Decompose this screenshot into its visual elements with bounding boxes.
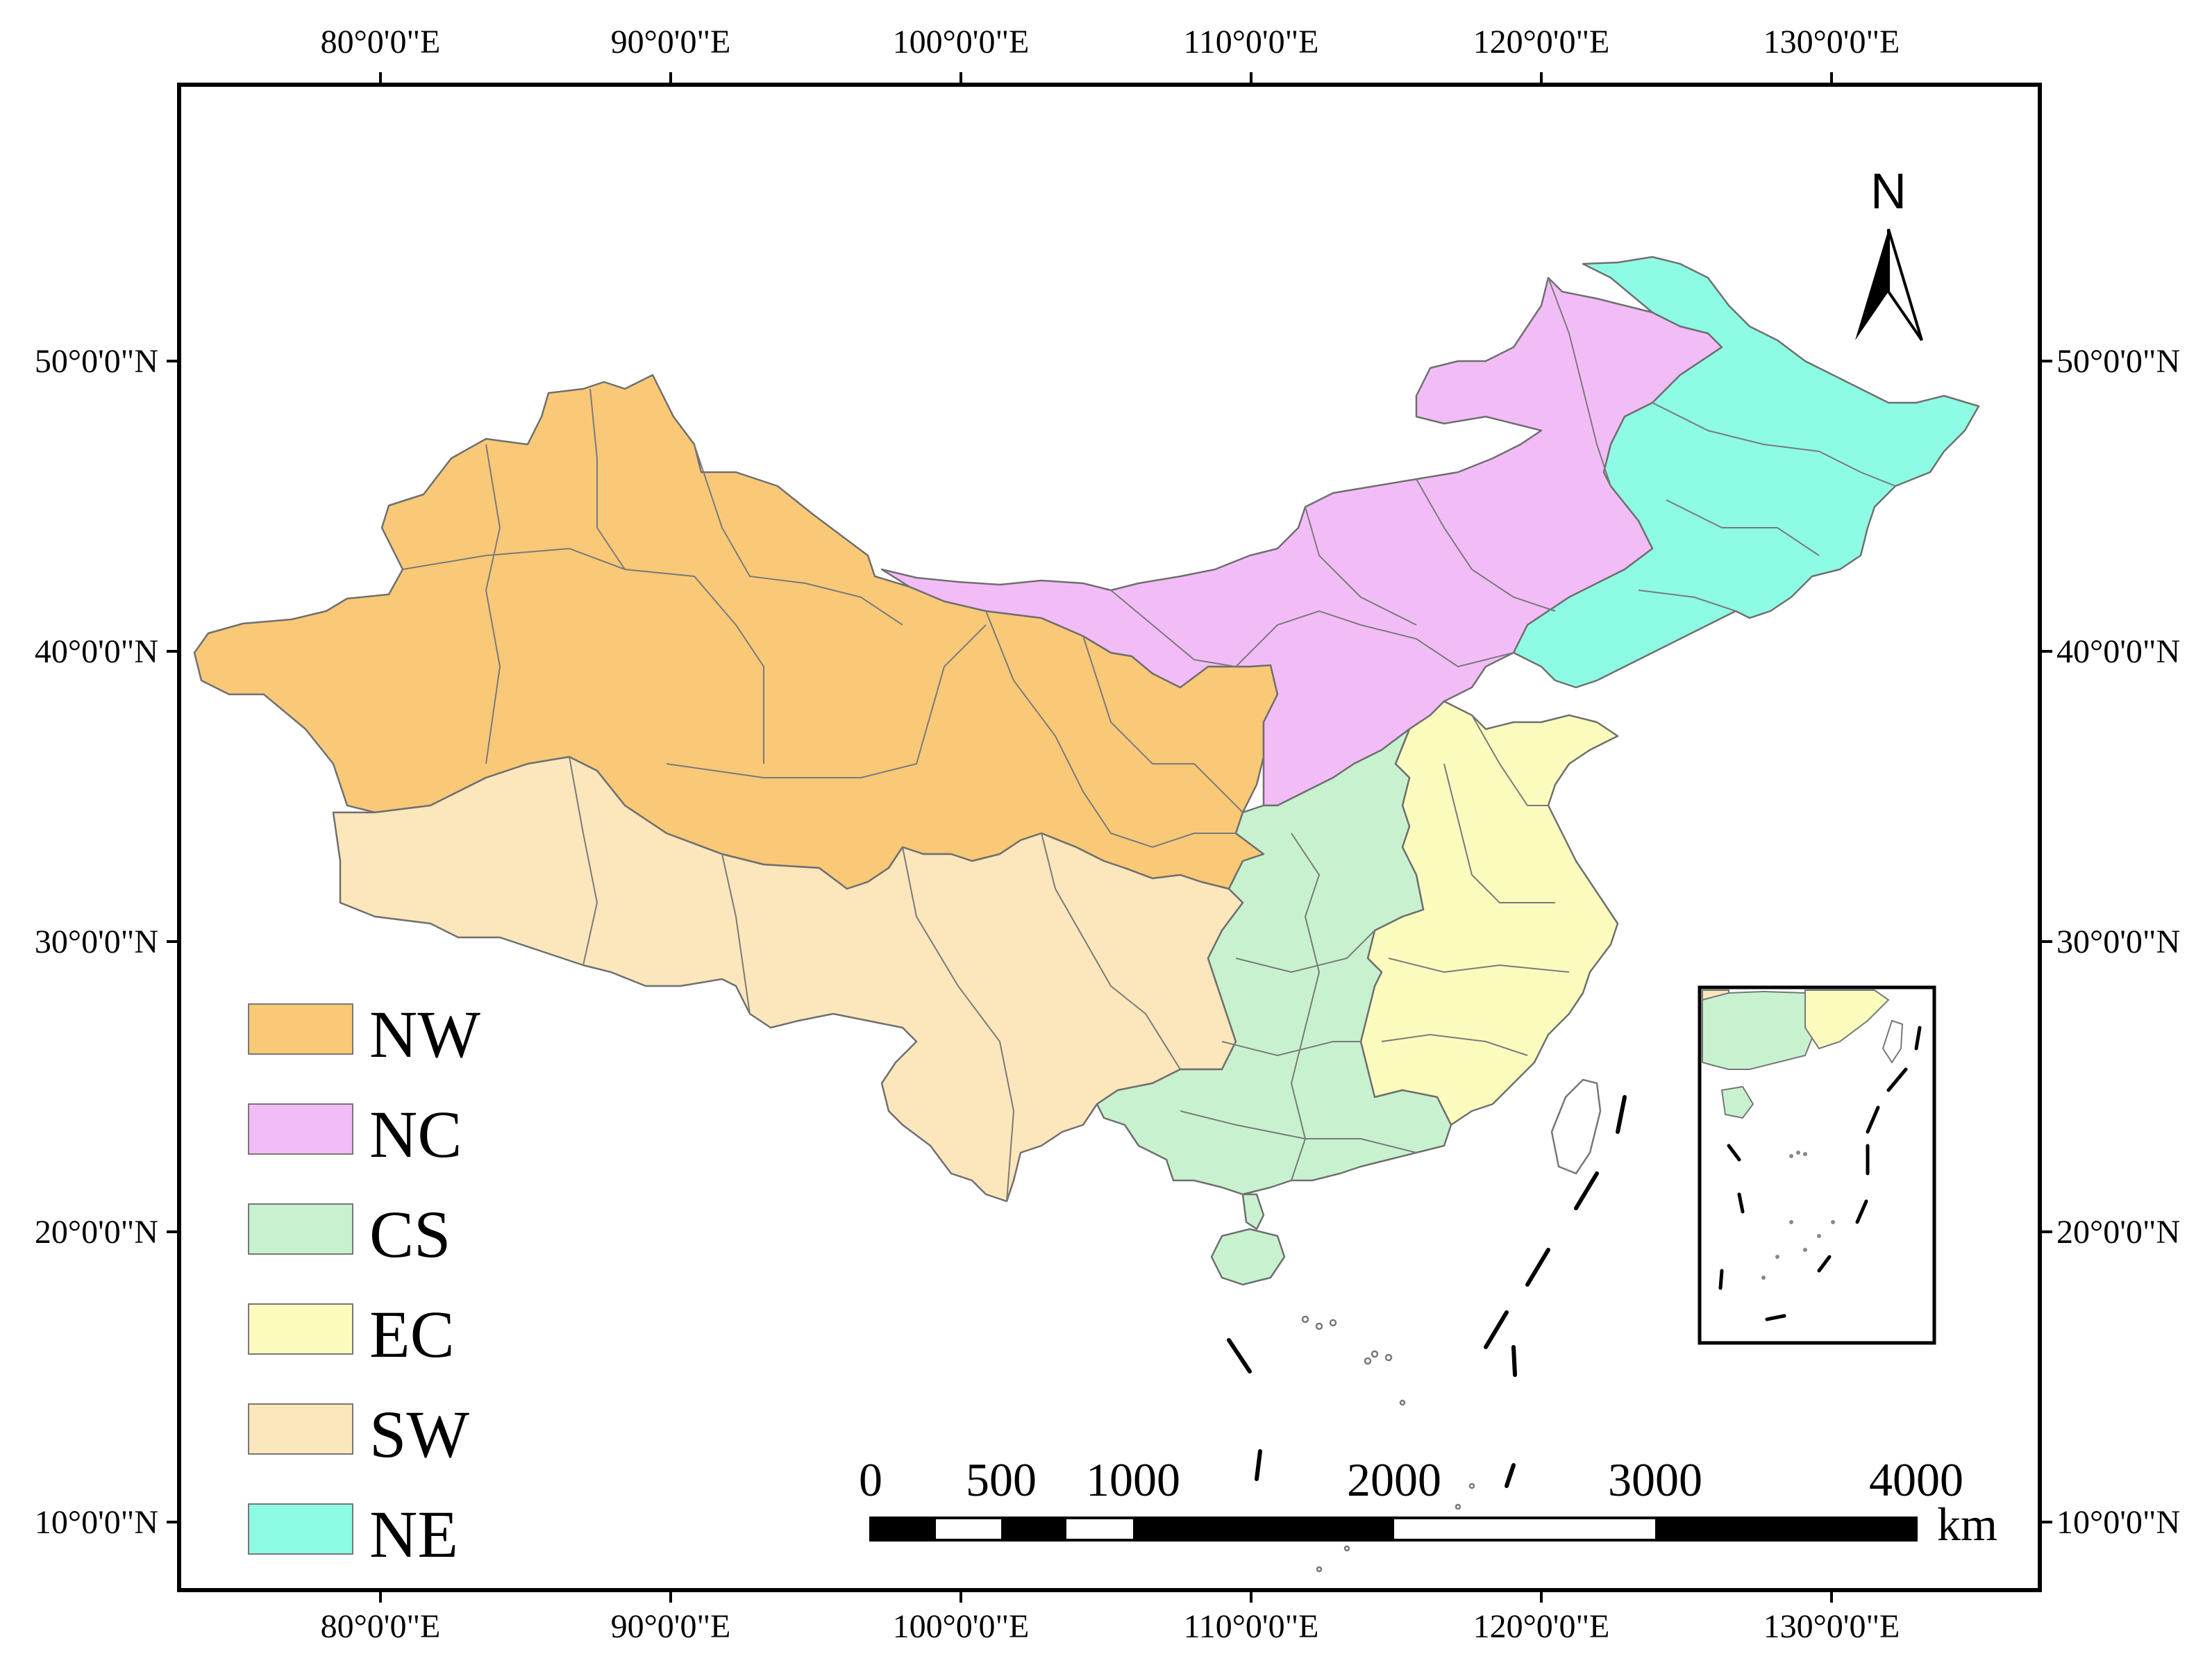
legend-label: NC	[369, 1097, 462, 1171]
internal-boundaries	[402, 277, 1896, 1202]
taiwan-island	[1550, 1078, 1602, 1175]
legend-item-nw: NW	[248, 997, 480, 1071]
lon-label: 130°0'0"E	[1763, 1608, 1900, 1645]
regions	[193, 256, 1980, 1286]
legend-label: SW	[369, 1397, 469, 1471]
legend-label: NW	[369, 997, 480, 1071]
north-arrow: N	[1855, 164, 1923, 342]
top-longitude-labels: 80°0'0"E 90°0'0"E 100°0'0"E 110°0'0"E 12…	[321, 24, 1900, 60]
lat-label: 40°0'0"N	[2056, 633, 2180, 670]
lon-label: 120°0'0"E	[1473, 1608, 1610, 1645]
legend-label: NE	[369, 1497, 458, 1571]
bottom-longitude-labels: 80°0'0"E 90°0'0"E 100°0'0"E 110°0'0"E 12…	[321, 1608, 1900, 1645]
scale-unit: km	[1937, 1498, 1997, 1551]
scale-tick-label: 0	[859, 1453, 882, 1506]
lon-label: 80°0'0"E	[321, 1608, 441, 1645]
legend-swatch	[248, 1003, 353, 1055]
lat-label: 40°0'0"N	[35, 633, 158, 670]
lat-label: 20°0'0"N	[35, 1214, 158, 1251]
scale-tick-label: 4000	[1869, 1453, 1963, 1506]
lon-label: 120°0'0"E	[1473, 24, 1610, 60]
region-cs	[1096, 728, 1452, 1196]
lat-label: 50°0'0"N	[2056, 343, 2180, 380]
lon-label: 110°0'0"E	[1184, 24, 1319, 60]
north-arrow-label: N	[1870, 164, 1907, 219]
region-ne	[1512, 256, 1980, 689]
legend-item-ec: EC	[248, 1297, 455, 1371]
right-latitude-labels: 50°0'0"N 40°0'0"N 30°0'0"N 20°0'0"N 10°0…	[2056, 343, 2180, 1541]
lat-label: 50°0'0"N	[35, 343, 158, 380]
lat-label: 20°0'0"N	[2056, 1214, 2180, 1251]
scale-tick-label: 2000	[1347, 1453, 1441, 1506]
scale-tick-label: 1000	[1086, 1453, 1180, 1506]
graticule-ticks	[167, 72, 2052, 1603]
nine-dash-line	[1227, 1095, 1627, 1488]
inset-map	[1698, 985, 1936, 1345]
lon-label: 130°0'0"E	[1763, 24, 1900, 60]
legend-label: EC	[369, 1297, 455, 1371]
legend-label: CS	[369, 1197, 451, 1271]
north-arrow-icon	[1855, 229, 1888, 340]
legend-swatch	[248, 1403, 353, 1455]
region-cs-peninsula	[1241, 1193, 1265, 1230]
legend-item-ne: NE	[248, 1497, 458, 1571]
scale-tick-label: 500	[966, 1453, 1037, 1506]
lon-label: 80°0'0"E	[321, 24, 441, 60]
legend-swatch	[248, 1203, 353, 1255]
lat-label: 30°0'0"N	[2056, 924, 2180, 960]
legend-swatch	[248, 1303, 353, 1355]
lat-label: 10°0'0"N	[2056, 1504, 2180, 1541]
legend-item-nc: NC	[248, 1097, 462, 1171]
scale-bar: 0 500 1000 2000 3000 4000 km	[859, 1453, 1997, 1551]
lat-label: 30°0'0"N	[35, 924, 158, 960]
legend-item-cs: CS	[248, 1197, 451, 1271]
lon-label: 90°0'0"E	[611, 24, 731, 60]
lon-label: 100°0'0"E	[893, 1608, 1030, 1645]
scale-tick-label: 3000	[1608, 1453, 1702, 1506]
lat-label: 10°0'0"N	[35, 1504, 158, 1541]
left-latitude-labels: 50°0'0"N 40°0'0"N 30°0'0"N 20°0'0"N 10°0…	[35, 343, 158, 1541]
legend-item-sw: SW	[248, 1397, 469, 1471]
lon-label: 100°0'0"E	[893, 24, 1030, 60]
islands	[1301, 1078, 1602, 1573]
legend-swatch	[248, 1103, 353, 1155]
lon-label: 110°0'0"E	[1184, 1608, 1319, 1645]
legend: NW NC CS EC SW NE	[248, 997, 480, 1571]
region-cs-hainan	[1210, 1228, 1286, 1286]
map-frame	[177, 83, 2042, 1592]
legend-swatch	[248, 1503, 353, 1555]
lon-label: 90°0'0"E	[611, 1608, 731, 1645]
